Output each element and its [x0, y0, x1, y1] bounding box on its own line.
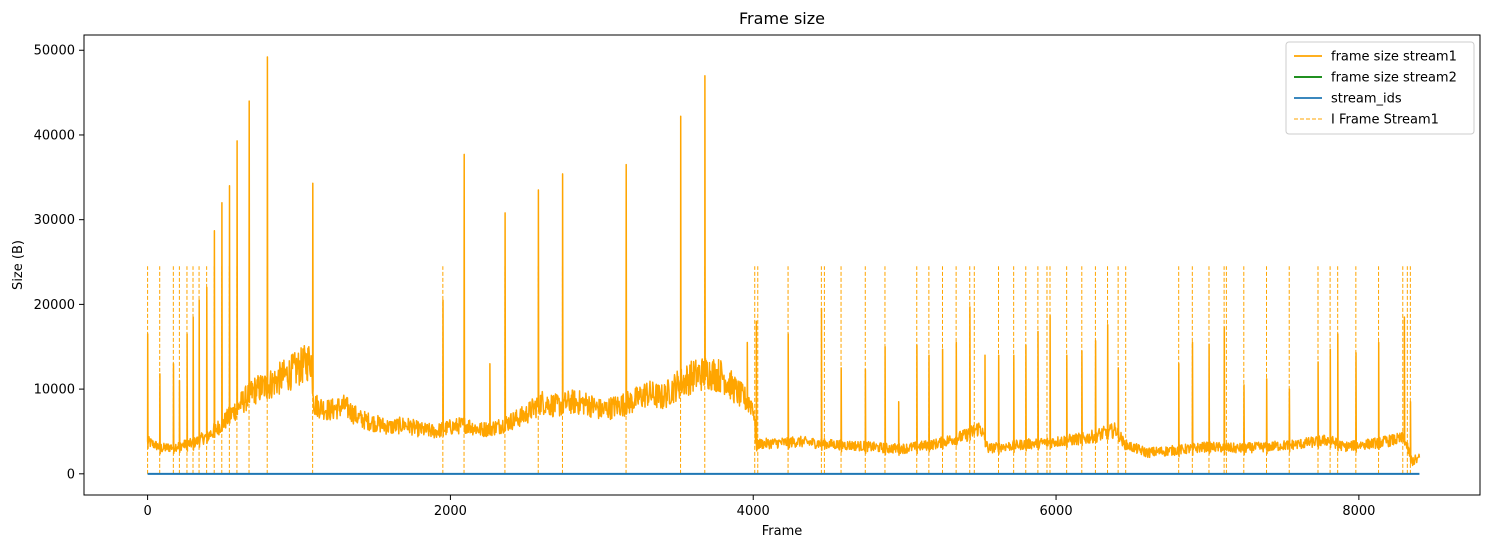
y-tick-label: 40000 [34, 128, 75, 143]
chart-title: Frame size [739, 9, 825, 28]
x-tick-label: 0 [143, 504, 151, 519]
legend-label: frame size stream1 [1331, 50, 1457, 65]
legend-label: frame size stream2 [1331, 71, 1457, 86]
x-tick-label: 4000 [737, 504, 770, 519]
plot-area [146, 56, 1421, 475]
legend: frame size stream1 frame size stream2 stre… [1285, 41, 1475, 135]
y-tick-label: 10000 [34, 383, 75, 398]
x-tick-label: 2000 [434, 504, 467, 519]
legend-box [1285, 41, 1475, 135]
y-tick-label: 50000 [34, 44, 75, 59]
y-axis: 0 10000 20000 30000 40000 50000 [34, 44, 84, 482]
y-tick-label: 20000 [34, 298, 75, 313]
x-axis-label: Frame [762, 524, 803, 539]
x-axis: 0 2000 4000 6000 8000 [143, 495, 1375, 519]
y-tick-label: 30000 [34, 213, 75, 228]
legend-label: stream_ids [1331, 92, 1402, 107]
axes-frame [83, 34, 1481, 496]
series-frame-size-stream1 [146, 56, 1421, 467]
y-tick-label: 0 [67, 467, 75, 482]
legend-label: I Frame Stream1 [1331, 113, 1439, 128]
x-tick-label: 6000 [1040, 504, 1073, 519]
x-tick-label: 8000 [1342, 504, 1375, 519]
y-axis-label: Size (B) [11, 240, 26, 290]
